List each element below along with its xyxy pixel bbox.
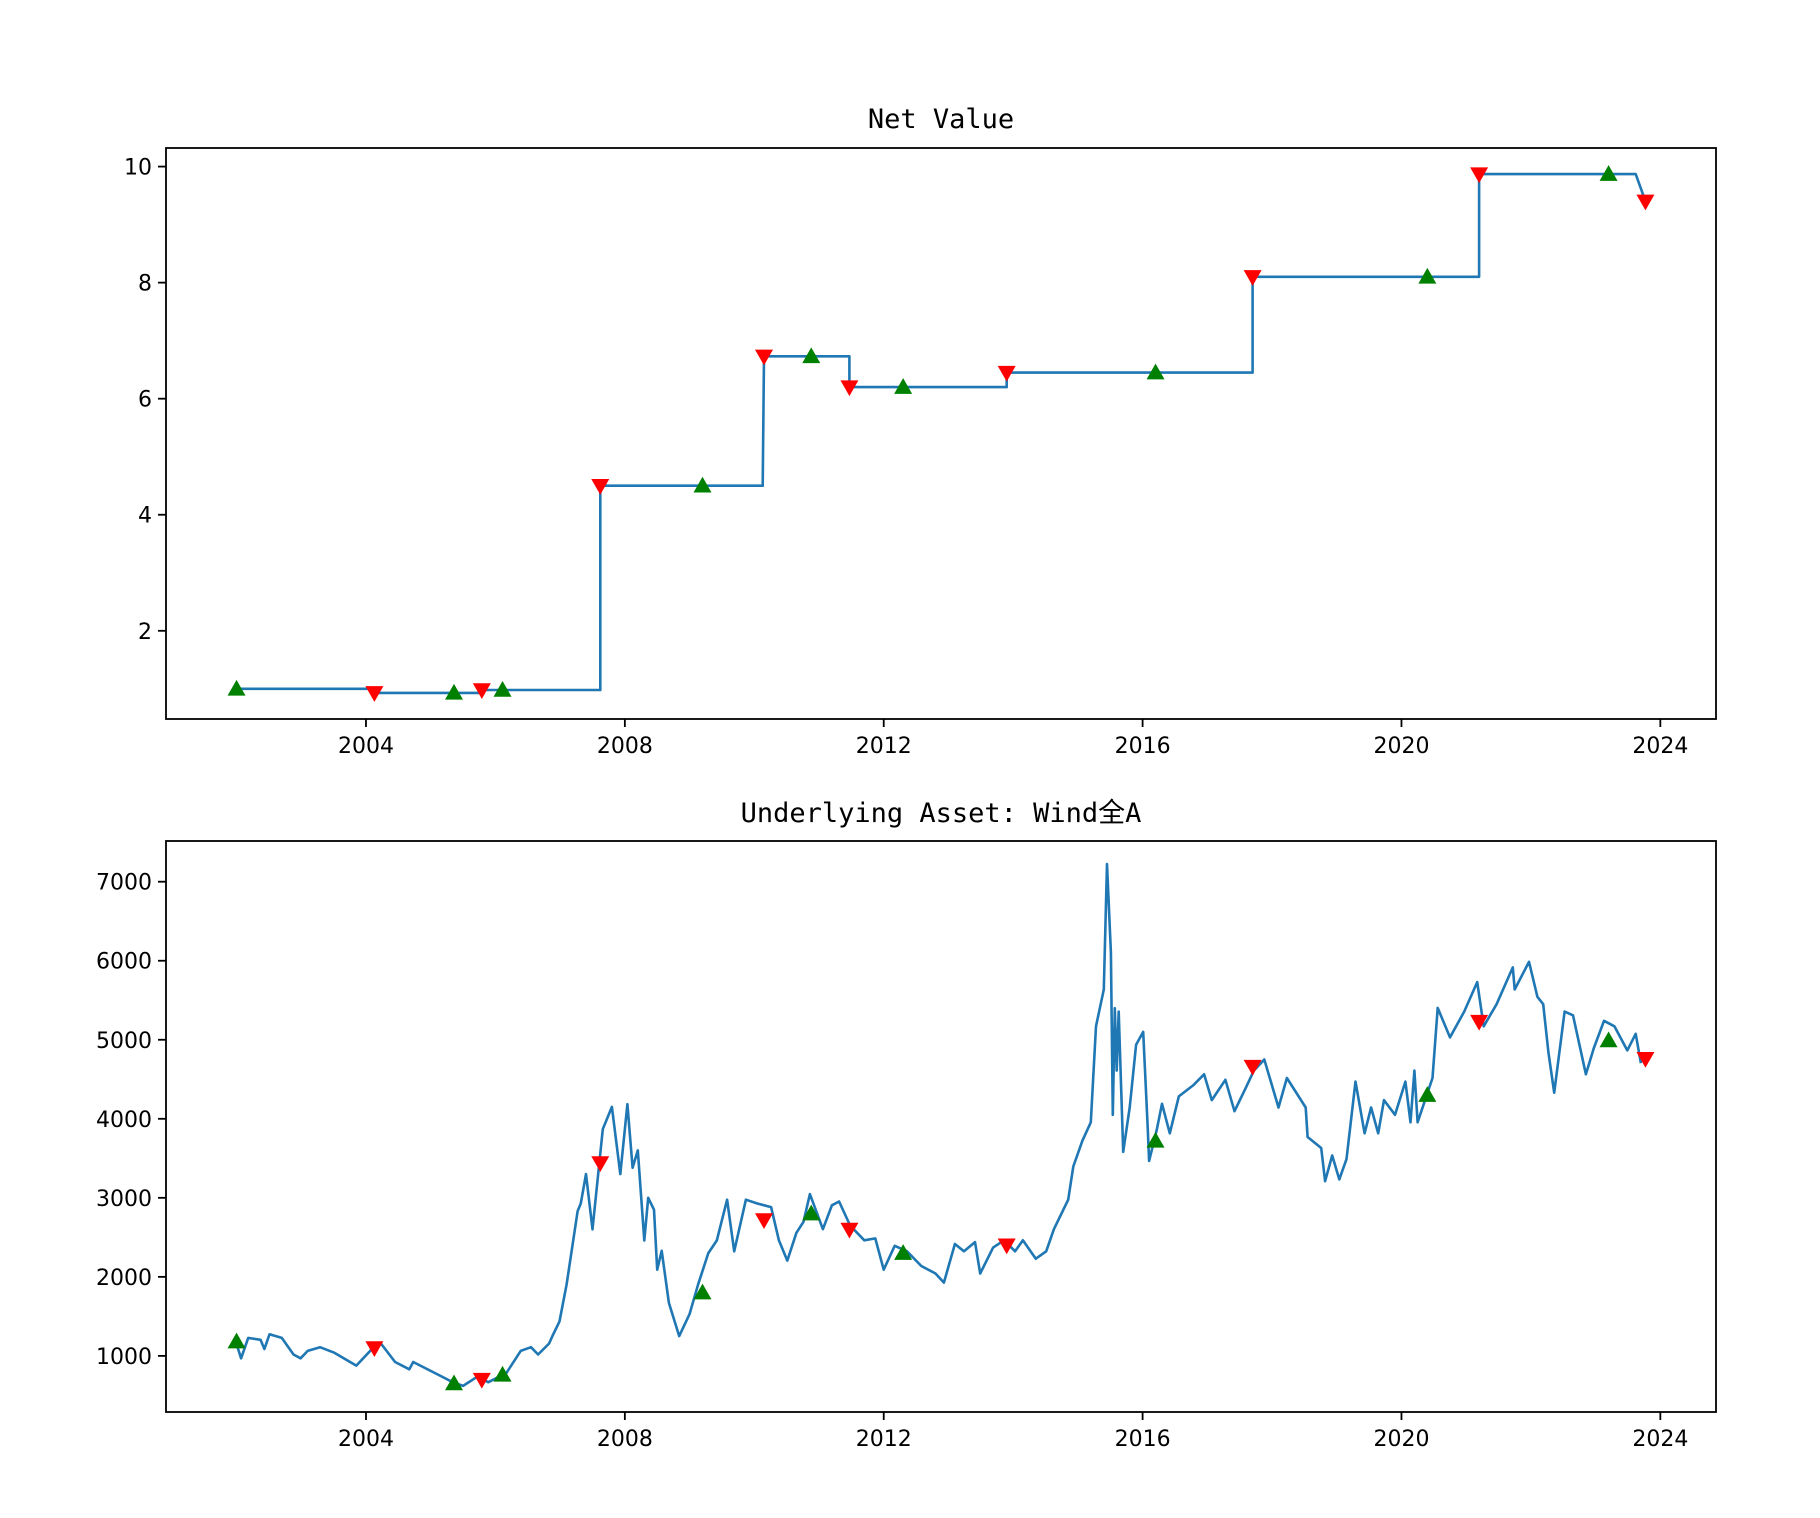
x-tick-label: 2016 <box>1115 734 1171 759</box>
y-tick-label: 4000 <box>96 1108 152 1133</box>
series-line <box>235 862 1643 1388</box>
sell-marker <box>840 1222 859 1239</box>
sell-marker <box>754 349 773 366</box>
buy-marker <box>1146 363 1165 380</box>
y-tick-label: 7000 <box>96 871 152 896</box>
buy-marker <box>1599 1031 1618 1048</box>
sell-marker <box>591 1156 610 1173</box>
buy-marker <box>802 347 821 364</box>
sell-marker <box>1636 194 1655 211</box>
net-value-title: Net Value <box>868 104 1014 135</box>
y-tick-label: 2 <box>138 620 152 645</box>
buy-marker <box>802 1204 821 1221</box>
sell-marker <box>1470 167 1489 184</box>
y-tick-label: 1000 <box>96 1345 152 1370</box>
y-tick-label: 6000 <box>96 950 152 975</box>
buy-marker <box>493 680 512 697</box>
x-tick-label: 2008 <box>597 734 653 759</box>
underlying-asset-panel: Underlying Asset: Wind全A 2004 2008 2012 201… <box>96 798 1717 1452</box>
x-tick-label: 2004 <box>338 1427 394 1452</box>
buy-marker <box>227 679 246 696</box>
x-tick-label: 2016 <box>1115 1427 1171 1452</box>
axes-frame <box>165 840 1717 1413</box>
buy-marker <box>444 1374 463 1391</box>
sell-marker <box>997 365 1016 382</box>
x-tick-label: 2024 <box>1632 1427 1688 1452</box>
buy-marker <box>693 1283 712 1300</box>
sell-marker <box>754 1213 773 1229</box>
y-tick-label: 10 <box>124 156 152 181</box>
buy-marker <box>693 476 712 493</box>
sell-marker <box>840 380 859 397</box>
net-value-panel: Net Value 2004 2008 2012 2016 2020 2024 2 4 6 8 10 <box>124 104 1717 759</box>
x-tick-label: 2008 <box>597 1427 653 1452</box>
buy-marker <box>894 1244 913 1260</box>
buy-marker <box>227 1332 246 1349</box>
x-tick-label: 2012 <box>856 1427 912 1452</box>
underlying-asset-title: Underlying Asset: Wind全A <box>741 798 1142 829</box>
sell-marker <box>365 1341 384 1357</box>
sell-marker <box>1243 1059 1262 1076</box>
x-tick-label: 2020 <box>1373 1427 1429 1452</box>
y-tick-label: 5000 <box>96 1029 152 1054</box>
sell-marker <box>997 1238 1016 1255</box>
x-tick-label: 2024 <box>1632 734 1688 759</box>
y-tick-label: 4 <box>138 504 152 529</box>
sell-marker <box>472 683 491 699</box>
x-tick-label: 2012 <box>856 734 912 759</box>
buy-marker <box>1599 165 1618 181</box>
sell-marker <box>1470 1014 1489 1031</box>
buy-marker <box>894 378 913 394</box>
sell-marker <box>365 686 384 702</box>
sell-marker <box>1636 1051 1655 1068</box>
buy-marker <box>444 683 463 700</box>
buy-marker <box>1146 1131 1165 1148</box>
series-line <box>236 172 1647 695</box>
y-tick-label: 8 <box>138 272 152 297</box>
axes-frame <box>165 147 1717 720</box>
buy-marker <box>493 1365 512 1382</box>
y-tick-label: 2000 <box>96 1266 152 1291</box>
buy-marker <box>1418 1086 1437 1102</box>
y-tick-label: 3000 <box>96 1187 152 1212</box>
x-tick-label: 2020 <box>1373 734 1429 759</box>
y-tick-label: 6 <box>138 388 152 413</box>
sell-marker <box>591 478 610 495</box>
x-tick-label: 2004 <box>338 734 394 759</box>
sell-marker <box>1243 270 1262 286</box>
sell-marker <box>472 1372 491 1389</box>
buy-marker <box>1418 267 1437 284</box>
